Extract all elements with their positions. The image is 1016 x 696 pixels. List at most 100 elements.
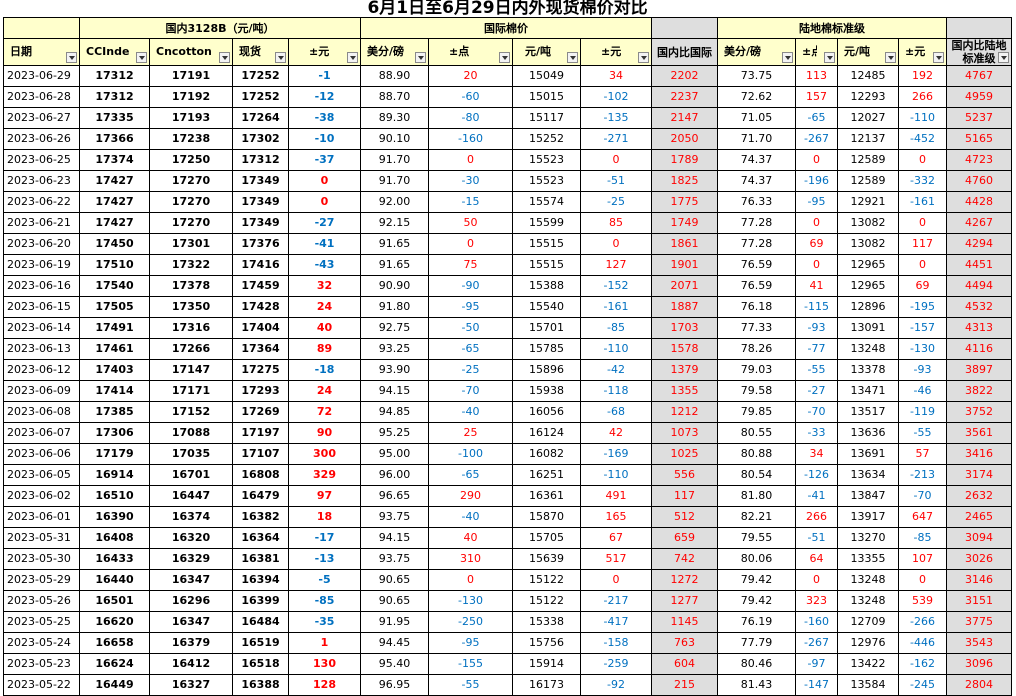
cell-points[interactable]: 40 bbox=[428, 527, 513, 549]
cell-change[interactable]: -18 bbox=[288, 359, 361, 381]
cell-yuan-ton[interactable]: 15639 bbox=[512, 548, 581, 570]
cell-ccindex[interactable]: 17374 bbox=[79, 149, 150, 171]
cell-date[interactable]: 2023-06-22 bbox=[3, 191, 80, 213]
cell-spot[interactable]: 17459 bbox=[232, 275, 289, 297]
cell-points-land[interactable]: 0 bbox=[795, 254, 838, 276]
cell-change[interactable]: -35 bbox=[288, 611, 361, 633]
cell-points[interactable]: -90 bbox=[428, 275, 513, 297]
cell-ratio-land[interactable]: 2804 bbox=[945, 674, 1013, 696]
cell-usd-lb-land[interactable]: 73.75 bbox=[717, 65, 796, 87]
cell-spot[interactable]: 17349 bbox=[232, 191, 289, 213]
filter-dropdown-icon[interactable] bbox=[136, 52, 147, 63]
cell-ratio-intl[interactable]: 2050 bbox=[651, 128, 718, 150]
cell-usd-lb[interactable]: 88.90 bbox=[360, 65, 429, 87]
cell-ccindex[interactable]: 17403 bbox=[79, 359, 150, 381]
cell-change-land[interactable]: 0 bbox=[898, 254, 947, 276]
cell-ratio-intl[interactable]: 1212 bbox=[651, 401, 718, 423]
cell-points-land[interactable]: -115 bbox=[795, 296, 838, 318]
cell-points-land[interactable]: 64 bbox=[795, 548, 838, 570]
cell-ratio-land[interactable]: 4959 bbox=[945, 86, 1013, 108]
cell-usd-lb-land[interactable]: 76.33 bbox=[717, 191, 796, 213]
cell-ratio-intl[interactable]: 1775 bbox=[651, 191, 718, 213]
cell-ratio-intl[interactable]: 659 bbox=[651, 527, 718, 549]
cell-change-intl[interactable]: 42 bbox=[580, 422, 652, 444]
cell-ccindex[interactable]: 16433 bbox=[79, 548, 150, 570]
cell-ccindex[interactable]: 16624 bbox=[79, 653, 150, 675]
cell-cncotton[interactable]: 17316 bbox=[149, 317, 233, 339]
cell-points[interactable]: 25 bbox=[428, 422, 513, 444]
cell-ratio-intl[interactable]: 556 bbox=[651, 464, 718, 486]
cell-yuan-ton-land[interactable]: 13248 bbox=[837, 338, 899, 360]
cell-points-land[interactable]: 323 bbox=[795, 590, 838, 612]
cell-date[interactable]: 2023-06-19 bbox=[3, 254, 80, 276]
cell-yuan-ton-land[interactable]: 12485 bbox=[837, 65, 899, 87]
cell-ratio-land[interactable]: 3897 bbox=[945, 359, 1013, 381]
cell-usd-lb[interactable]: 89.30 bbox=[360, 107, 429, 129]
header-yuan-ton[interactable]: 元/吨 bbox=[512, 38, 581, 66]
filter-dropdown-icon[interactable] bbox=[998, 52, 1010, 63]
cell-spot[interactable]: 16381 bbox=[232, 548, 289, 570]
cell-date[interactable]: 2023-06-14 bbox=[3, 317, 80, 339]
cell-ratio-land[interactable]: 3752 bbox=[945, 401, 1013, 423]
cell-cncotton[interactable]: 16701 bbox=[149, 464, 233, 486]
cell-yuan-ton-land[interactable]: 13355 bbox=[837, 548, 899, 570]
cell-cncotton[interactable]: 16447 bbox=[149, 485, 233, 507]
cell-change-intl[interactable]: -259 bbox=[580, 653, 652, 675]
cell-yuan-ton-land[interactable]: 12589 bbox=[837, 149, 899, 171]
cell-change[interactable]: -5 bbox=[288, 569, 361, 591]
cell-points-land[interactable]: -77 bbox=[795, 338, 838, 360]
cell-change-land[interactable]: -46 bbox=[898, 380, 947, 402]
cell-change-land[interactable]: -195 bbox=[898, 296, 947, 318]
cell-yuan-ton[interactable]: 16082 bbox=[512, 443, 581, 465]
cell-points-land[interactable]: -95 bbox=[795, 191, 838, 213]
cell-usd-lb-land[interactable]: 77.28 bbox=[717, 212, 796, 234]
cell-yuan-ton-land[interactable]: 13847 bbox=[837, 485, 899, 507]
cell-change[interactable]: 72 bbox=[288, 401, 361, 423]
cell-ratio-land[interactable]: 2632 bbox=[945, 485, 1013, 507]
cell-yuan-ton-land[interactable]: 13378 bbox=[837, 359, 899, 381]
cell-date[interactable]: 2023-06-23 bbox=[3, 170, 80, 192]
cell-ccindex[interactable]: 17366 bbox=[79, 128, 150, 150]
cell-change-intl[interactable]: -51 bbox=[580, 170, 652, 192]
cell-spot[interactable]: 17376 bbox=[232, 233, 289, 255]
cell-yuan-ton-land[interactable]: 13634 bbox=[837, 464, 899, 486]
cell-change[interactable]: 18 bbox=[288, 506, 361, 528]
cell-ratio-land[interactable]: 2465 bbox=[945, 506, 1013, 528]
cell-points-land[interactable]: -126 bbox=[795, 464, 838, 486]
header-change-intl[interactable]: ±元 bbox=[580, 38, 652, 66]
filter-dropdown-icon[interactable] bbox=[885, 52, 896, 63]
cell-cncotton[interactable]: 17250 bbox=[149, 149, 233, 171]
cell-change-intl[interactable]: 0 bbox=[580, 149, 652, 171]
header-date[interactable]: 日期 bbox=[3, 38, 80, 66]
cell-date[interactable]: 2023-05-29 bbox=[3, 569, 80, 591]
cell-spot[interactable]: 17252 bbox=[232, 65, 289, 87]
cell-ratio-intl[interactable]: 604 bbox=[651, 653, 718, 675]
cell-usd-lb-land[interactable]: 82.21 bbox=[717, 506, 796, 528]
cell-change-land[interactable]: -157 bbox=[898, 317, 947, 339]
cell-usd-lb[interactable]: 94.45 bbox=[360, 632, 429, 654]
cell-ratio-land[interactable]: 3174 bbox=[945, 464, 1013, 486]
filter-dropdown-icon[interactable] bbox=[219, 52, 230, 63]
cell-change-land[interactable]: 69 bbox=[898, 275, 947, 297]
cell-yuan-ton[interactable]: 16056 bbox=[512, 401, 581, 423]
cell-usd-lb[interactable]: 95.25 bbox=[360, 422, 429, 444]
cell-change-land[interactable]: -70 bbox=[898, 485, 947, 507]
cell-points[interactable]: 310 bbox=[428, 548, 513, 570]
cell-usd-lb[interactable]: 96.00 bbox=[360, 464, 429, 486]
cell-cncotton[interactable]: 17152 bbox=[149, 401, 233, 423]
cell-points[interactable]: -250 bbox=[428, 611, 513, 633]
cell-change-land[interactable]: -332 bbox=[898, 170, 947, 192]
cell-points[interactable]: 20 bbox=[428, 65, 513, 87]
cell-date[interactable]: 2023-06-09 bbox=[3, 380, 80, 402]
cell-points[interactable]: 0 bbox=[428, 569, 513, 591]
cell-cncotton[interactable]: 17088 bbox=[149, 422, 233, 444]
cell-change-intl[interactable]: 165 bbox=[580, 506, 652, 528]
cell-cncotton[interactable]: 17171 bbox=[149, 380, 233, 402]
cell-change[interactable]: 24 bbox=[288, 380, 361, 402]
cell-yuan-ton[interactable]: 15049 bbox=[512, 65, 581, 87]
cell-change[interactable]: 1 bbox=[288, 632, 361, 654]
cell-usd-lb-land[interactable]: 76.59 bbox=[717, 275, 796, 297]
cell-ratio-intl[interactable]: 215 bbox=[651, 674, 718, 696]
cell-change-intl[interactable]: -42 bbox=[580, 359, 652, 381]
cell-usd-lb-land[interactable]: 80.55 bbox=[717, 422, 796, 444]
